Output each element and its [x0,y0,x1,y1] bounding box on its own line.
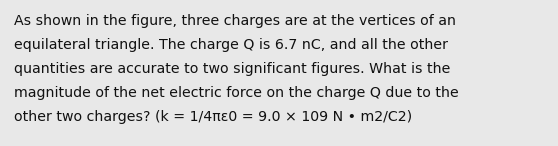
Text: equilateral triangle. The charge Q is 6.7 nC, and all the other: equilateral triangle. The charge Q is 6.… [14,38,448,52]
Text: other two charges? (k = 1/4πε0 = 9.0 × 109 N • m2/C2): other two charges? (k = 1/4πε0 = 9.0 × 1… [14,110,412,124]
Text: quantities are accurate to two significant figures. What is the: quantities are accurate to two significa… [14,62,450,76]
Text: magnitude of the net electric force on the charge Q due to the: magnitude of the net electric force on t… [14,86,459,100]
Text: As shown in the figure, three charges are at the vertices of an: As shown in the figure, three charges ar… [14,14,456,28]
